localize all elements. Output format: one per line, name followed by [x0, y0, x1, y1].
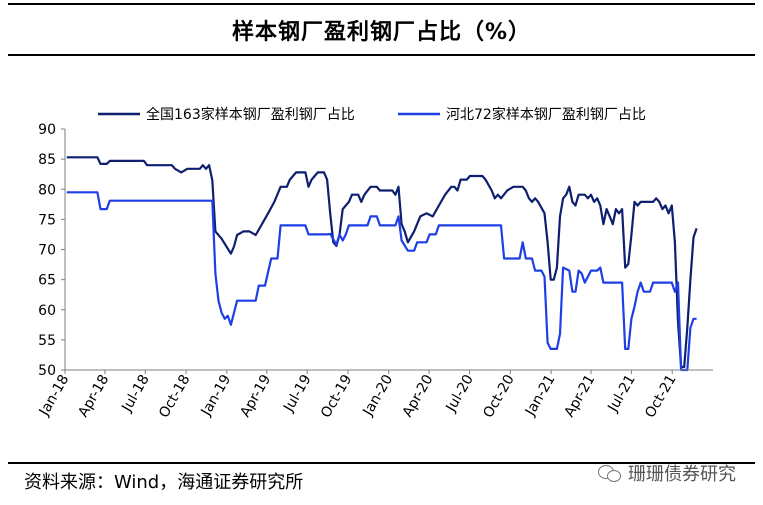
- chart-series: [66, 156, 698, 372]
- chart-axes: Jan-18 Apr-18 Jul-18 Oct-18 Jan-19 Apr-19 Jul-…: [36, 129, 713, 421]
- x-tick-label: Oct-20: [480, 372, 517, 421]
- chart-title: 样本钢厂盈利钢厂占比（%）: [231, 20, 532, 45]
- title-underline: [8, 54, 755, 56]
- y-tick-label: 65: [38, 273, 56, 289]
- x-tick-label: Jul-18: [119, 372, 153, 415]
- bottom-rule: [8, 462, 755, 464]
- x-tick-label: Jan-21: [522, 372, 559, 419]
- top-rule: [8, 3, 755, 5]
- y-tick-label: 55: [38, 333, 56, 349]
- watermark: 珊珊债券研究: [598, 460, 736, 486]
- y-tick-label: 85: [38, 152, 56, 168]
- chart-legend: 全国163家样本钢厂盈利钢厂占比 河北72家样本钢厂盈利钢厂占比: [98, 106, 646, 123]
- wechat-icon: [598, 463, 622, 483]
- x-tick-label: Jan-18: [36, 372, 73, 419]
- x-tick-label: Oct-21: [642, 372, 679, 421]
- source-note: 资料来源：Wind，海通证券研究所: [24, 472, 304, 493]
- y-axis-ticks: 50 55 60 65 70 75 80 85 90: [38, 122, 65, 379]
- y-tick-label: 90: [38, 122, 56, 138]
- x-tick-label: Jan-20: [360, 372, 397, 419]
- legend-label-2: 河北72家样本钢厂盈利钢厂占比: [446, 106, 646, 123]
- x-tick-label: Oct-18: [156, 372, 193, 421]
- y-tick-label: 70: [38, 243, 56, 259]
- x-tick-label: Jan-19: [198, 372, 235, 419]
- series-line-2: [66, 191, 697, 372]
- x-tick-label: Jul-20: [443, 372, 477, 415]
- series-line-1: [66, 156, 698, 369]
- x-tick-label: Jul-19: [280, 372, 314, 415]
- x-tick-label: Jul-21: [605, 372, 639, 415]
- x-tick-label: Oct-19: [318, 372, 355, 421]
- x-tick-label: Apr-19: [237, 372, 274, 420]
- y-tick-label: 60: [38, 303, 56, 319]
- x-tick-label: Apr-21: [562, 372, 599, 420]
- y-tick-label: 75: [38, 212, 56, 228]
- legend-label-1: 全国163家样本钢厂盈利钢厂占比: [146, 106, 355, 123]
- x-tick-label: Apr-18: [75, 372, 112, 420]
- watermark-text: 珊珊债券研究: [628, 464, 736, 485]
- x-tick-label: Apr-20: [400, 372, 437, 420]
- y-tick-label: 50: [38, 363, 56, 379]
- y-tick-label: 80: [38, 182, 56, 198]
